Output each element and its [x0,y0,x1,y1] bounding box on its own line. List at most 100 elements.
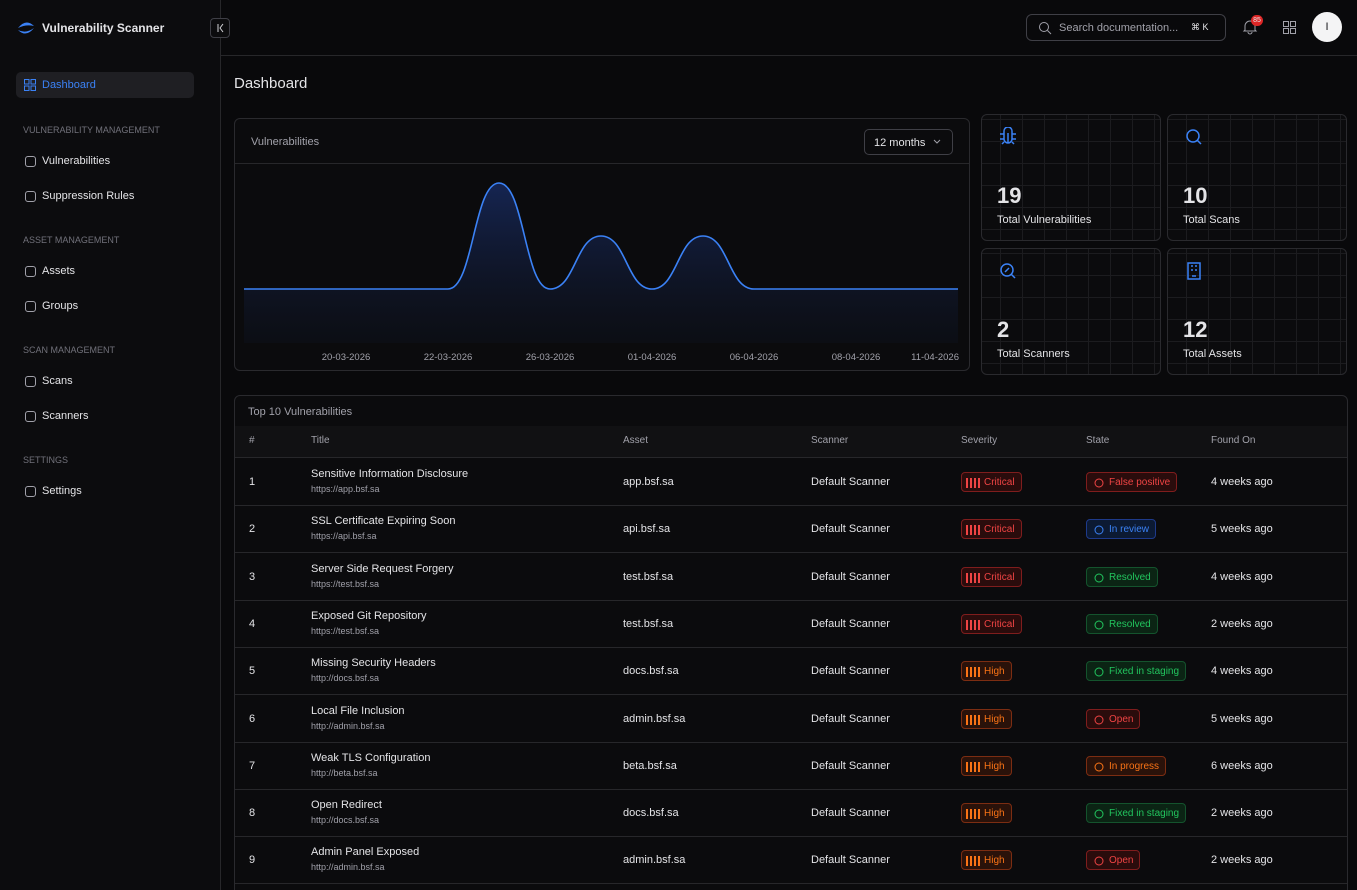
bar-tick [978,761,980,772]
apps-button[interactable] [1283,21,1296,34]
state-icon [1094,573,1104,583]
x-tick-label: 20-03-2026 [322,352,371,363]
nav-icon [25,266,36,277]
nav-item[interactable]: Scans [16,368,194,394]
scanner: Default Scanner [811,570,890,583]
table-card: Top 10 Vulnerabilities # Title Asset Scanne… [234,395,1348,890]
page-title: Dashboard [234,75,308,92]
severity-badge: Critical [961,472,1022,492]
state-badge: Fixed in staging [1086,661,1187,682]
nav-item[interactable]: Scanners [16,403,194,429]
nav-icon [25,376,36,387]
nav-item[interactable]: Suppression Rules [16,183,194,209]
nav-item[interactable]: Vulnerabilities [16,148,194,174]
state-badge: Resolved [1086,613,1158,634]
bar-tick [970,856,972,867]
state-badge: Open [1086,850,1141,871]
icon-shape [1094,620,1104,630]
search-box[interactable]: Search documentation... ⌘ K [1026,14,1226,41]
asset: docs.bsf.sa [623,807,679,820]
nav-item[interactable]: Groups [16,293,194,319]
state-badge: In review [1086,519,1157,540]
stat-label: Total Vulnerabilities [997,214,1092,226]
icon-shape [1186,129,1202,145]
nav-icon [25,301,36,312]
stat-label: Total Scanners [997,348,1070,360]
bar-tick [966,619,968,630]
vuln-url: http://beta.bsf.sa [311,767,378,778]
stat-icon [1000,263,1016,279]
vuln-url: http://admin.bsf.sa [311,720,385,731]
sidebar: Vulnerability Scanner Dashboard [0,0,221,890]
stat-icon [1186,129,1202,145]
stat-card: 10 Total Scans [1167,114,1347,241]
found-on: 6 weeks ago [1211,759,1273,772]
range-select[interactable]: 12 months [864,129,953,155]
nav-label: Suppression Rules [42,190,135,202]
state-badge: False positive [1086,472,1178,492]
bar-tick [974,525,976,536]
bar-tick [978,525,980,536]
avatar[interactable]: I [1312,12,1342,42]
asset: admin.bsf.sa [623,854,686,867]
vuln-url: https://test.bsf.sa [311,578,380,589]
scanner: Default Scanner [811,476,890,488]
table-row: 2 SSL Certificate Expiring Soon https://ap… [235,505,1347,554]
stat-label: Total Scans [1183,214,1240,226]
bar-tick [974,809,976,820]
table-row: 8 Open Redirect http://docs.bsf.sa docs.bsf… [235,789,1347,838]
row-number: 6 [249,712,256,725]
bar-tick [978,572,980,583]
x-tick-label: 08-04-2026 [832,352,881,363]
severity-bars [966,809,980,820]
state-icon [1094,809,1104,819]
nav-section-title: VULNERABILITY MANAGEMENT [23,125,160,135]
x-tick-label: 22-03-2026 [424,352,473,363]
nav-label: Assets [42,265,76,277]
bar-tick [970,761,972,772]
row-number: 9 [249,854,256,867]
vuln-url: https://app.bsf.sa [311,484,380,494]
bar-tick [970,478,972,488]
state-icon [1094,525,1104,535]
stat-value: 2 [997,317,1010,342]
bar-tick [966,714,968,725]
found-on: 5 weeks ago [1211,523,1273,536]
icon-shape [1094,856,1104,866]
severity-bars [966,478,980,488]
row-number: 2 [249,523,256,536]
table-row: 7 Weak TLS Configuration http://beta.bsf.s… [235,742,1347,790]
nav-item[interactable]: Settings [16,478,194,504]
column-header: Asset [623,435,649,446]
icon-shape [1094,715,1104,724]
icon-shape [1000,263,1016,279]
collapse-button[interactable] [210,18,230,38]
bar-tick [970,714,972,725]
bar-tick [970,667,972,678]
vuln-title: Weak TLS Configuration [311,751,431,764]
bar-tick [970,619,972,630]
column-header: # [249,435,255,446]
nav-item[interactable]: Assets [16,258,194,284]
severity-badge: Critical [961,566,1022,587]
topbar: Search documentation... ⌘ K 85 I [221,0,1357,56]
scanner: Default Scanner [811,665,890,678]
column-header: Found On [1211,435,1256,446]
bar-tick [974,619,976,630]
nav-section-title: SCAN MANAGEMENT [23,345,116,355]
icon-shape [1094,762,1104,772]
scanner: Default Scanner [811,523,890,536]
bar-tick [970,572,972,583]
asset: test.bsf.sa [623,617,674,630]
nav-icon [25,191,36,202]
bar-tick [978,667,980,678]
nav-icon [25,411,36,422]
nav-active[interactable]: Dashboard [16,72,194,98]
bar-tick [974,667,976,678]
vuln-title: Open Redirect [311,799,382,812]
vuln-url: http://docs.bsf.sa [311,673,380,684]
severity-bars [966,856,980,867]
line-area [244,183,958,343]
icon-shape [1187,262,1201,280]
bar-tick [978,714,980,725]
